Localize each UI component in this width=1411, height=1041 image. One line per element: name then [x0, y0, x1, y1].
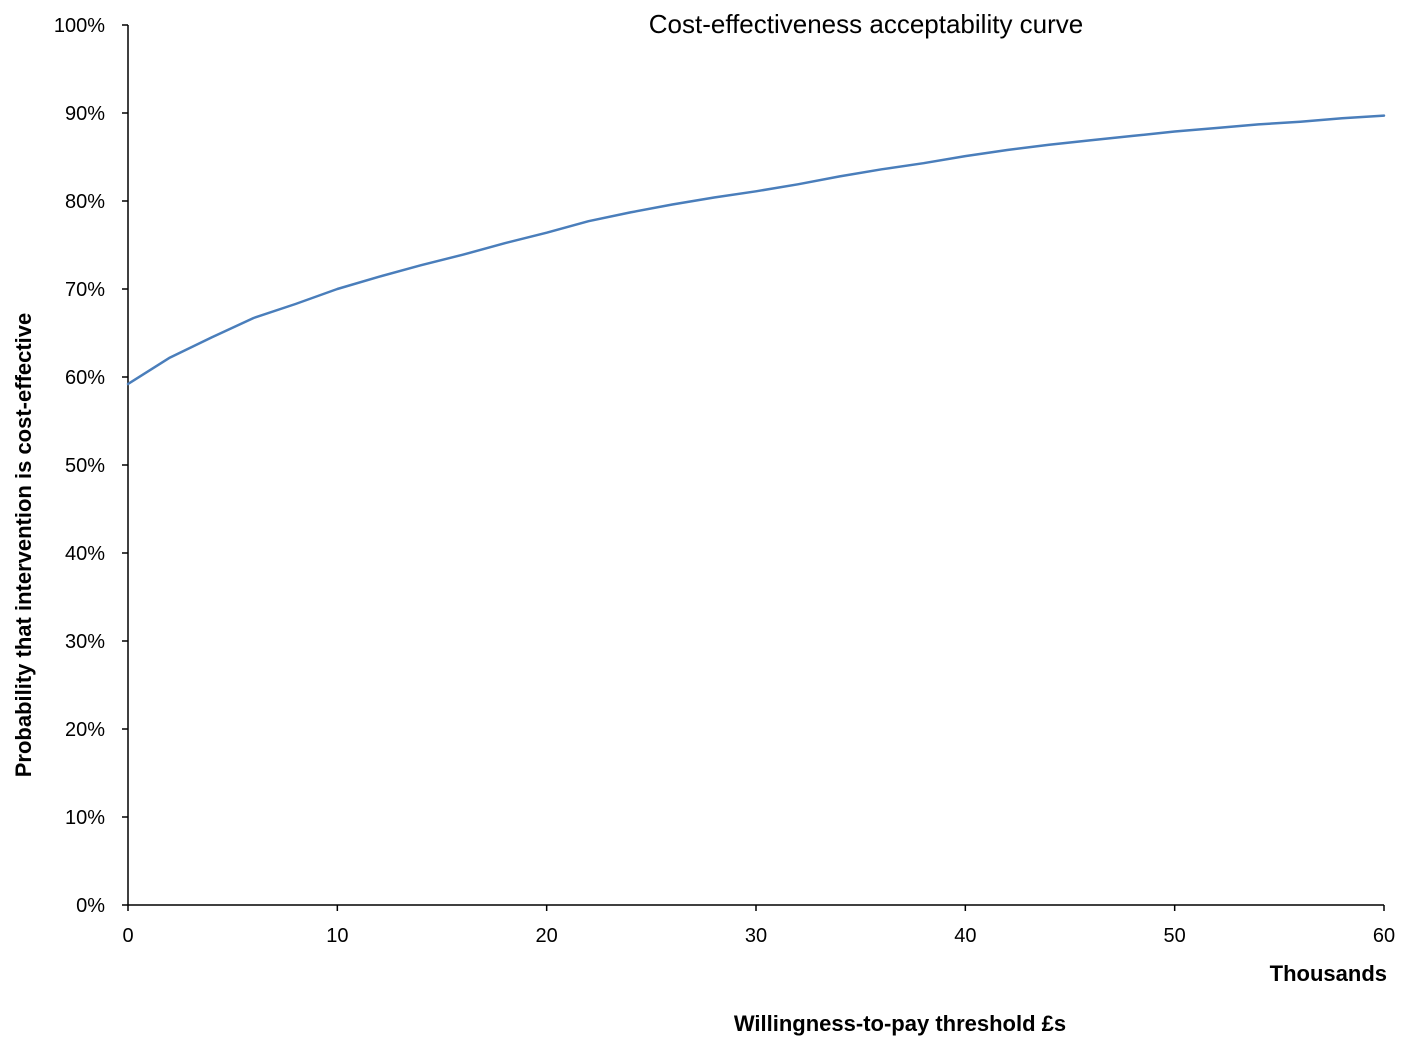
series-line — [126, 114, 1386, 386]
y-axis-title: Probability that intervention is cost-ef… — [11, 313, 36, 778]
y-tick-label: 30% — [65, 631, 105, 653]
x-tick-label: 60 — [1373, 925, 1395, 947]
y-tick-label: 50% — [65, 455, 105, 477]
x-tick-label: 50 — [1164, 925, 1186, 947]
x-axis: 0 10 20 30 40 50 60 — [122, 904, 1395, 947]
y-tick-label: 0% — [76, 895, 105, 917]
y-axis: 0% 10% 20% 30% 40% 50% 60% 70% 80% 90% 100% — [54, 15, 129, 917]
y-tick-label: 80% — [65, 191, 105, 213]
chart-title: Cost-effectiveness acceptability curve — [649, 9, 1084, 39]
y-tick-label: 100% — [54, 15, 105, 37]
y-tick-label: 60% — [65, 367, 105, 389]
y-tick-label: 90% — [65, 103, 105, 125]
x-tick-label: 30 — [745, 925, 767, 947]
x-tick-label: 20 — [536, 925, 558, 947]
y-tick-label: 70% — [65, 279, 105, 301]
plot-area — [126, 114, 1386, 386]
x-axis-title: Willingness-to-pay threshold £s — [734, 1011, 1066, 1036]
x-unit-label: Thousands — [1270, 961, 1387, 986]
x-tick-label: 10 — [326, 925, 348, 947]
y-tick-label: 10% — [65, 807, 105, 829]
y-tick-label: 20% — [65, 719, 105, 741]
x-tick-label: 0 — [122, 925, 133, 947]
y-tick-label: 40% — [65, 543, 105, 565]
x-tick-label: 40 — [954, 925, 976, 947]
